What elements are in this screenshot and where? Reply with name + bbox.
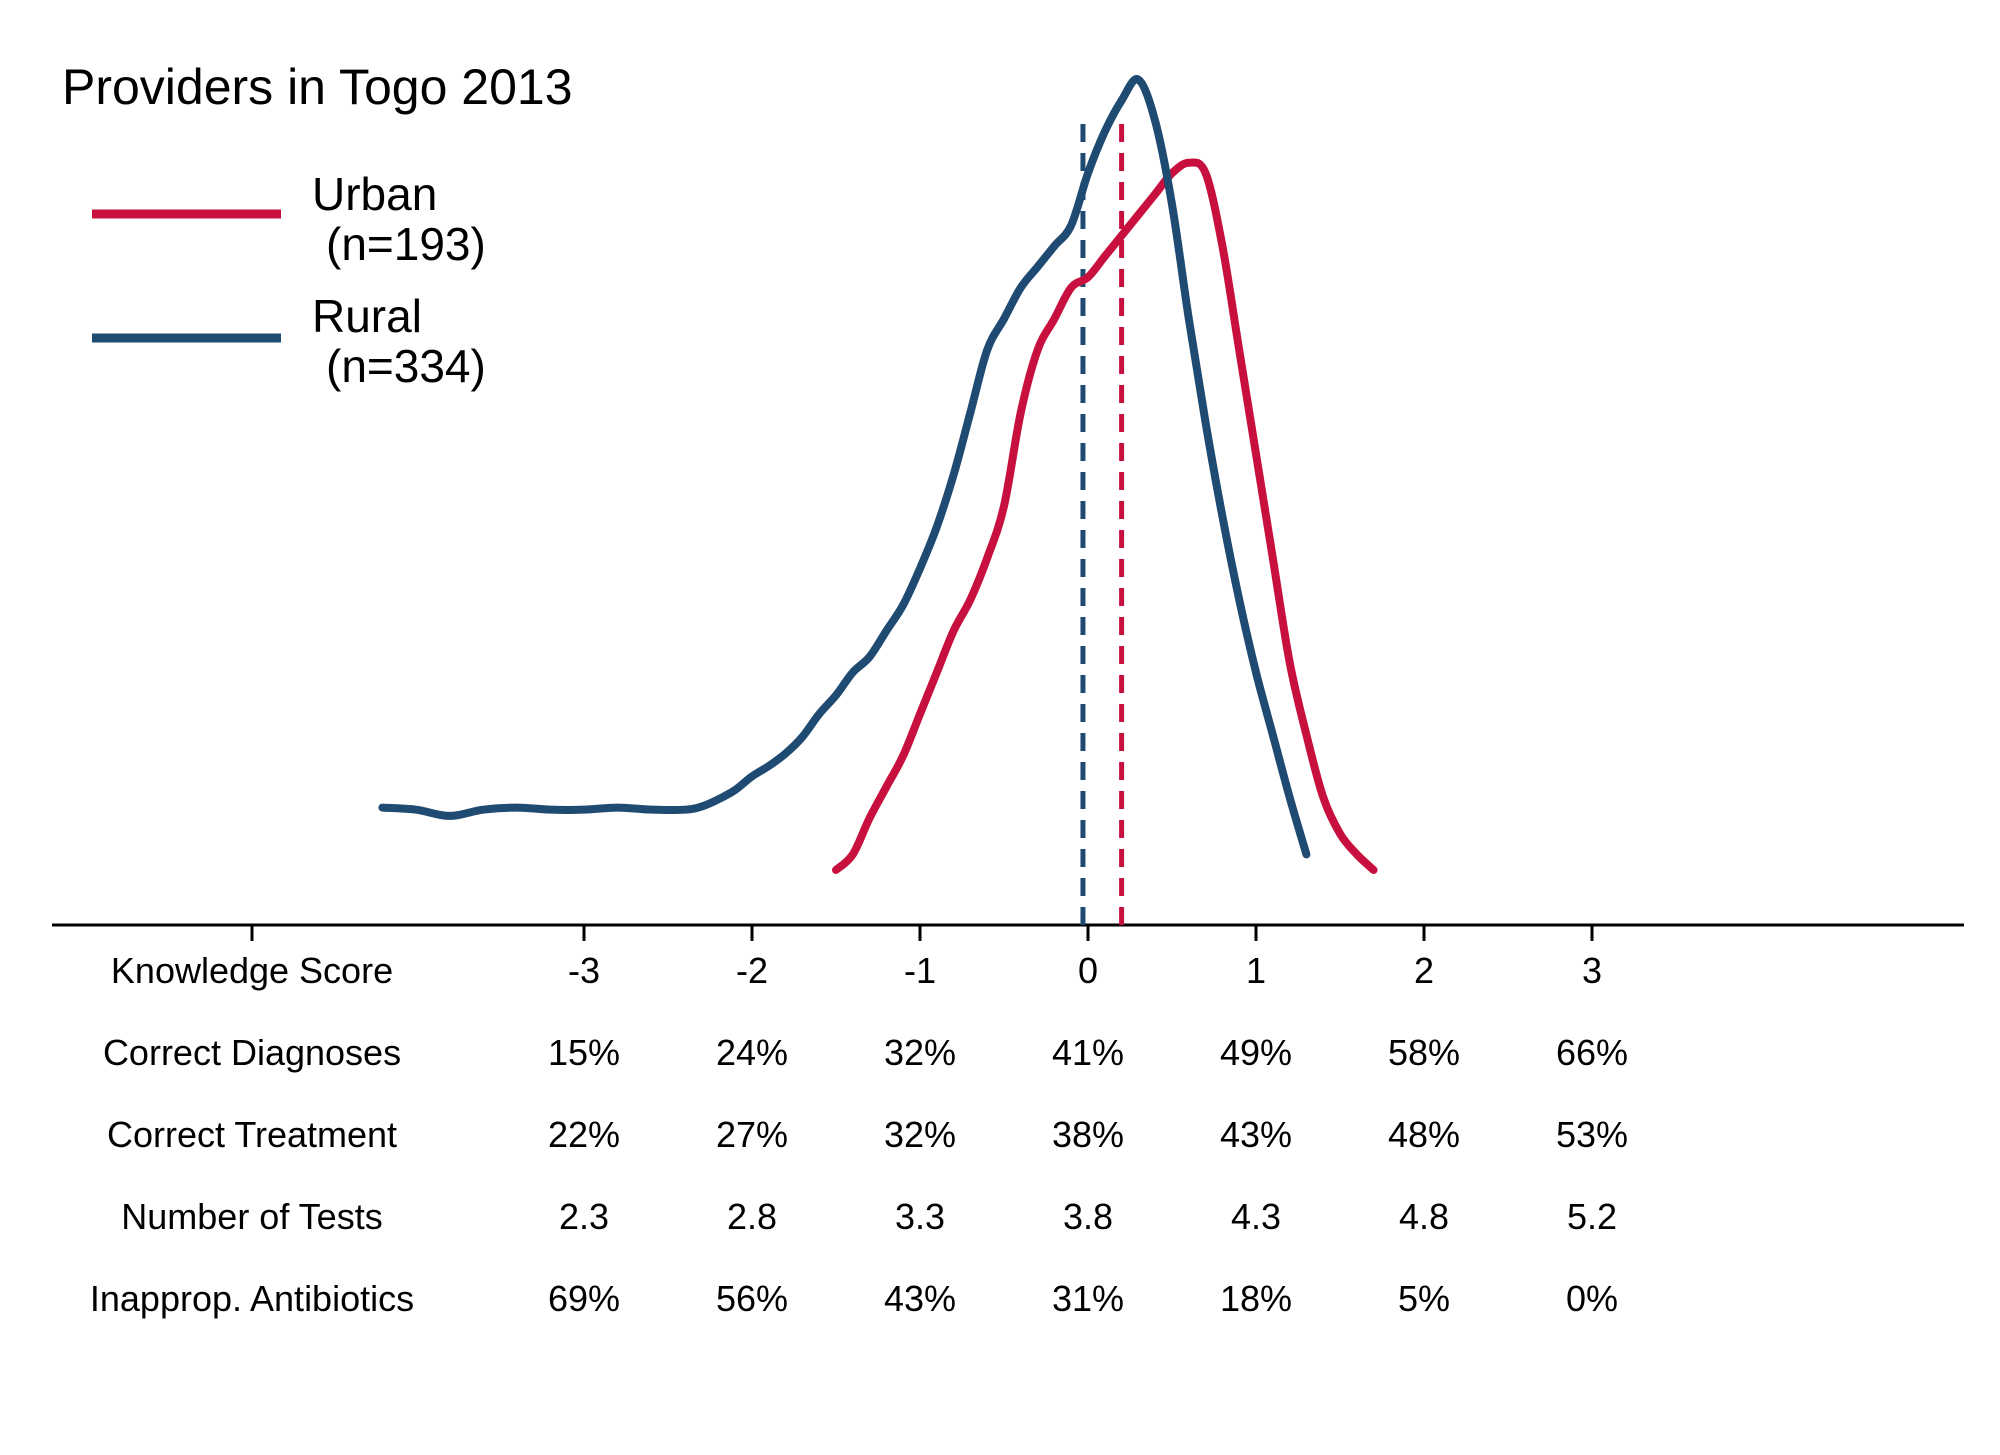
table-cell: 2.3: [559, 1196, 609, 1237]
table-cell: 5%: [1398, 1278, 1450, 1319]
table-cell: 32%: [884, 1032, 956, 1073]
x-tick-label: -1: [904, 950, 936, 991]
table-cell: 43%: [884, 1278, 956, 1319]
table-row-label: Number of Tests: [121, 1196, 382, 1237]
table-cell: 18%: [1220, 1278, 1292, 1319]
table-cell: 56%: [716, 1278, 788, 1319]
table-cell: 31%: [1052, 1278, 1124, 1319]
legend-urban-count: (n=193): [326, 218, 486, 270]
x-tick-label: -3: [568, 950, 600, 991]
table-cell: 48%: [1388, 1114, 1460, 1155]
legend: Urban (n=193) Rural (n=334): [92, 168, 486, 392]
table-cell: 69%: [548, 1278, 620, 1319]
density-curve-rural: [378, 75, 1311, 859]
table-cell: 32%: [884, 1114, 956, 1155]
x-tick-label: 0: [1078, 950, 1098, 991]
table-cell: 38%: [1052, 1114, 1124, 1155]
table-cell: 3.3: [895, 1196, 945, 1237]
table-cell: 24%: [716, 1032, 788, 1073]
x-tick-label: 3: [1582, 950, 1602, 991]
table-cell: 4.3: [1231, 1196, 1281, 1237]
table-row-label: Correct Treatment: [107, 1114, 397, 1155]
table-cell: 49%: [1220, 1032, 1292, 1073]
score-table: Knowledge Score -3 -2 -1 0 1 2 3 Correct Diagnos…: [90, 950, 1628, 1319]
chart-title: Providers in Togo 2013: [62, 59, 573, 115]
x-tick-label: 1: [1246, 950, 1266, 991]
table-cell: 15%: [548, 1032, 620, 1073]
table-cell: 2.8: [727, 1196, 777, 1237]
table-cell: 43%: [1220, 1114, 1292, 1155]
table-row-label: Correct Diagnoses: [103, 1032, 401, 1073]
density-curve-urban: [832, 158, 1378, 874]
plot-area: [52, 75, 1964, 941]
table-cell: 58%: [1388, 1032, 1460, 1073]
legend-urban-label: Urban: [312, 168, 437, 220]
x-tick-label: 2: [1414, 950, 1434, 991]
table-cell: 4.8: [1399, 1196, 1449, 1237]
table-cell: 41%: [1052, 1032, 1124, 1073]
table-cell: 53%: [1556, 1114, 1628, 1155]
table-cell: 66%: [1556, 1032, 1628, 1073]
legend-rural-label: Rural: [312, 290, 422, 342]
x-tick-label: -2: [736, 950, 768, 991]
table-row-label: Inapprop. Antibiotics: [90, 1278, 414, 1319]
table-cell: 5.2: [1567, 1196, 1617, 1237]
table-cell: 3.8: [1063, 1196, 1113, 1237]
table-cell: 27%: [716, 1114, 788, 1155]
legend-rural-count: (n=334): [326, 340, 486, 392]
table-cell: 0%: [1566, 1278, 1618, 1319]
table-row-label: Knowledge Score: [111, 950, 393, 991]
table-cell: 22%: [548, 1114, 620, 1155]
